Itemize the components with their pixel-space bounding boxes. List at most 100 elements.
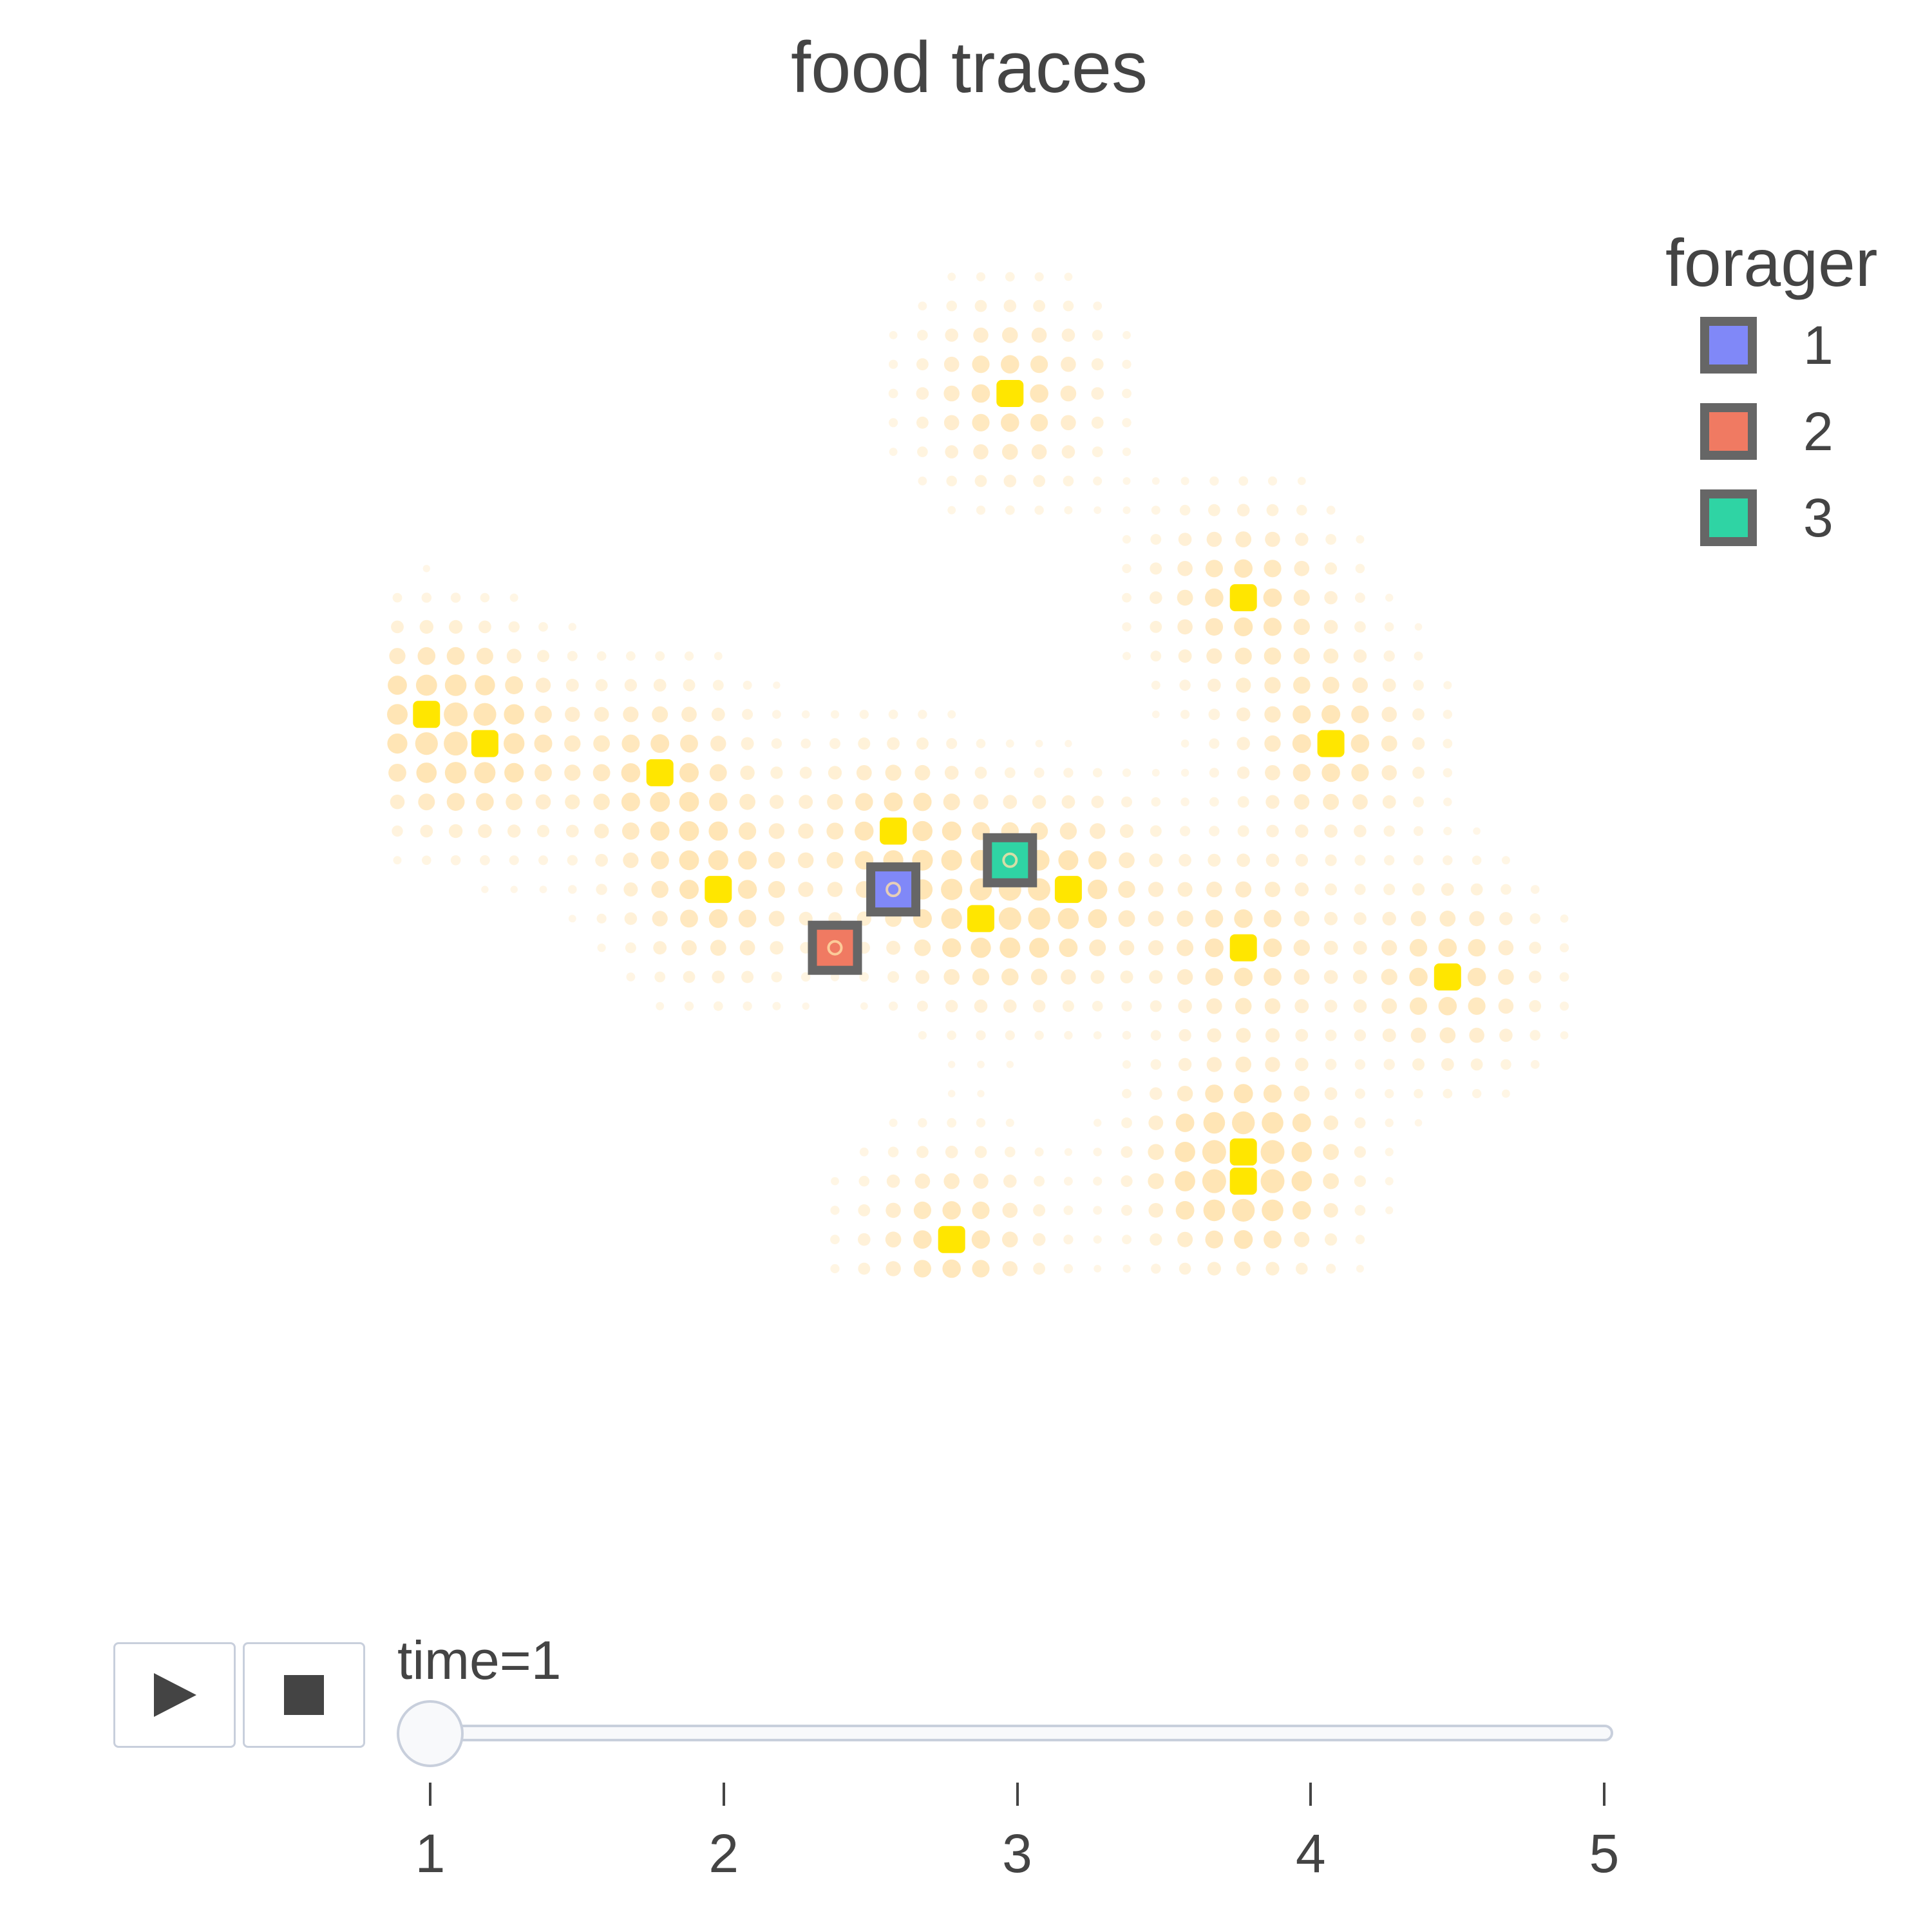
forager-2	[808, 920, 862, 975]
time-slider-handle[interactable]	[397, 1700, 464, 1767]
slider-tick-label[interactable]: 1	[415, 1823, 446, 1884]
trace-dot	[1384, 855, 1395, 866]
trace-dot	[1006, 1061, 1014, 1068]
trace-dot	[1094, 506, 1102, 515]
trace-dot	[1151, 506, 1160, 515]
food-point	[413, 701, 440, 728]
slider-tick-label[interactable]: 3	[1002, 1823, 1032, 1884]
trace-dot	[1122, 1264, 1131, 1273]
trace-dot	[1354, 1088, 1365, 1099]
trace-dot	[504, 733, 525, 754]
trace-dot	[1441, 883, 1454, 896]
trace-dot	[1326, 506, 1336, 515]
trace-dot	[1122, 592, 1132, 603]
trace-dot	[564, 735, 581, 752]
trace-dot	[593, 793, 610, 810]
trace-dot	[708, 821, 728, 841]
trace-dot	[1294, 560, 1310, 576]
trace-dot	[1234, 1230, 1253, 1249]
trace-dot	[1323, 1203, 1338, 1218]
trace-dot	[798, 882, 813, 897]
trace-dot	[1209, 797, 1219, 807]
slider-tick-label[interactable]: 5	[1589, 1823, 1620, 1884]
trace-dot	[1353, 940, 1367, 955]
trace-dot	[1202, 1140, 1226, 1164]
trace-dot	[568, 885, 577, 894]
trace-dot	[743, 681, 752, 690]
trace-dot	[886, 1174, 900, 1188]
trace-dot	[1353, 999, 1367, 1013]
trace-dot	[1528, 971, 1542, 983]
trace-dot	[1031, 444, 1047, 460]
trace-dot	[1323, 970, 1338, 984]
trace-dot	[943, 793, 960, 811]
trace-dot	[1233, 1084, 1253, 1104]
trace-dot	[1002, 327, 1018, 343]
trace-dot	[977, 1090, 985, 1097]
trace-dot	[1150, 1059, 1162, 1070]
trace-dot	[945, 999, 958, 1013]
legend-item-3[interactable]: 3	[1700, 475, 1878, 561]
trace-dot	[976, 739, 986, 748]
trace-dot	[418, 793, 435, 811]
trace-dot	[1118, 880, 1135, 898]
trace-dot	[1351, 705, 1369, 724]
trace-dot	[1292, 1113, 1311, 1132]
trace-dot	[976, 272, 986, 281]
legend-item-2[interactable]: 2	[1700, 388, 1878, 475]
trace-dot	[1119, 940, 1135, 956]
trace-dot	[1180, 826, 1191, 837]
slider-tick-label[interactable]: 2	[708, 1823, 739, 1884]
trace-dot	[913, 1260, 931, 1278]
trace-dot	[481, 886, 489, 893]
trace-dot	[417, 647, 436, 665]
trace-dot	[801, 710, 810, 719]
trace-dot	[976, 506, 986, 515]
play-button[interactable]	[113, 1642, 236, 1748]
trace-dot	[1005, 1146, 1016, 1158]
trace-dot	[916, 1000, 928, 1012]
trace-dot	[1208, 678, 1221, 692]
trace-dot	[1324, 824, 1338, 838]
stop-button[interactable]	[243, 1642, 365, 1748]
trace-dot	[1443, 710, 1452, 719]
trace-dot	[1122, 564, 1132, 573]
trace-dot	[1414, 623, 1423, 631]
trace-dot	[860, 1002, 868, 1010]
time-slider-track[interactable]	[417, 1725, 1613, 1741]
trace-dot	[999, 937, 1021, 958]
trace-dot	[858, 1233, 871, 1246]
trace-dot	[947, 1118, 957, 1128]
slider-tick-label[interactable]: 4	[1295, 1823, 1326, 1884]
trace-dot	[1412, 766, 1425, 779]
trace-dot	[420, 824, 433, 838]
trace-dot	[1294, 882, 1309, 896]
trace-dot	[889, 418, 898, 428]
trace-dot	[1265, 853, 1280, 867]
legend-item-1[interactable]: 1	[1700, 302, 1878, 388]
trace-dot	[1499, 912, 1513, 925]
trace-dot	[913, 1230, 932, 1249]
trace-dot	[1001, 968, 1019, 986]
trace-dot	[1354, 855, 1366, 866]
trace-dot	[885, 1231, 902, 1247]
trace-dot	[1385, 1148, 1394, 1157]
trace-dot	[1296, 504, 1307, 516]
trace-dot	[1381, 998, 1397, 1014]
trace-dot	[768, 881, 785, 898]
trace-dot	[504, 704, 524, 725]
trace-dot	[1061, 445, 1075, 459]
trace-dot	[1351, 764, 1369, 782]
trace-dot	[1121, 1146, 1133, 1158]
trace-dot	[772, 1001, 781, 1010]
trace-dot	[1560, 914, 1569, 923]
trace-dot	[537, 650, 549, 663]
forager-trace-marker	[827, 940, 843, 956]
trace-dot	[1121, 1175, 1133, 1188]
trace-dot	[595, 853, 608, 867]
trace-dot	[1293, 648, 1311, 665]
trace-dot	[1151, 710, 1160, 719]
trace-dot	[1385, 1206, 1394, 1215]
trace-dot	[971, 384, 990, 403]
trace-dot	[1294, 969, 1310, 985]
